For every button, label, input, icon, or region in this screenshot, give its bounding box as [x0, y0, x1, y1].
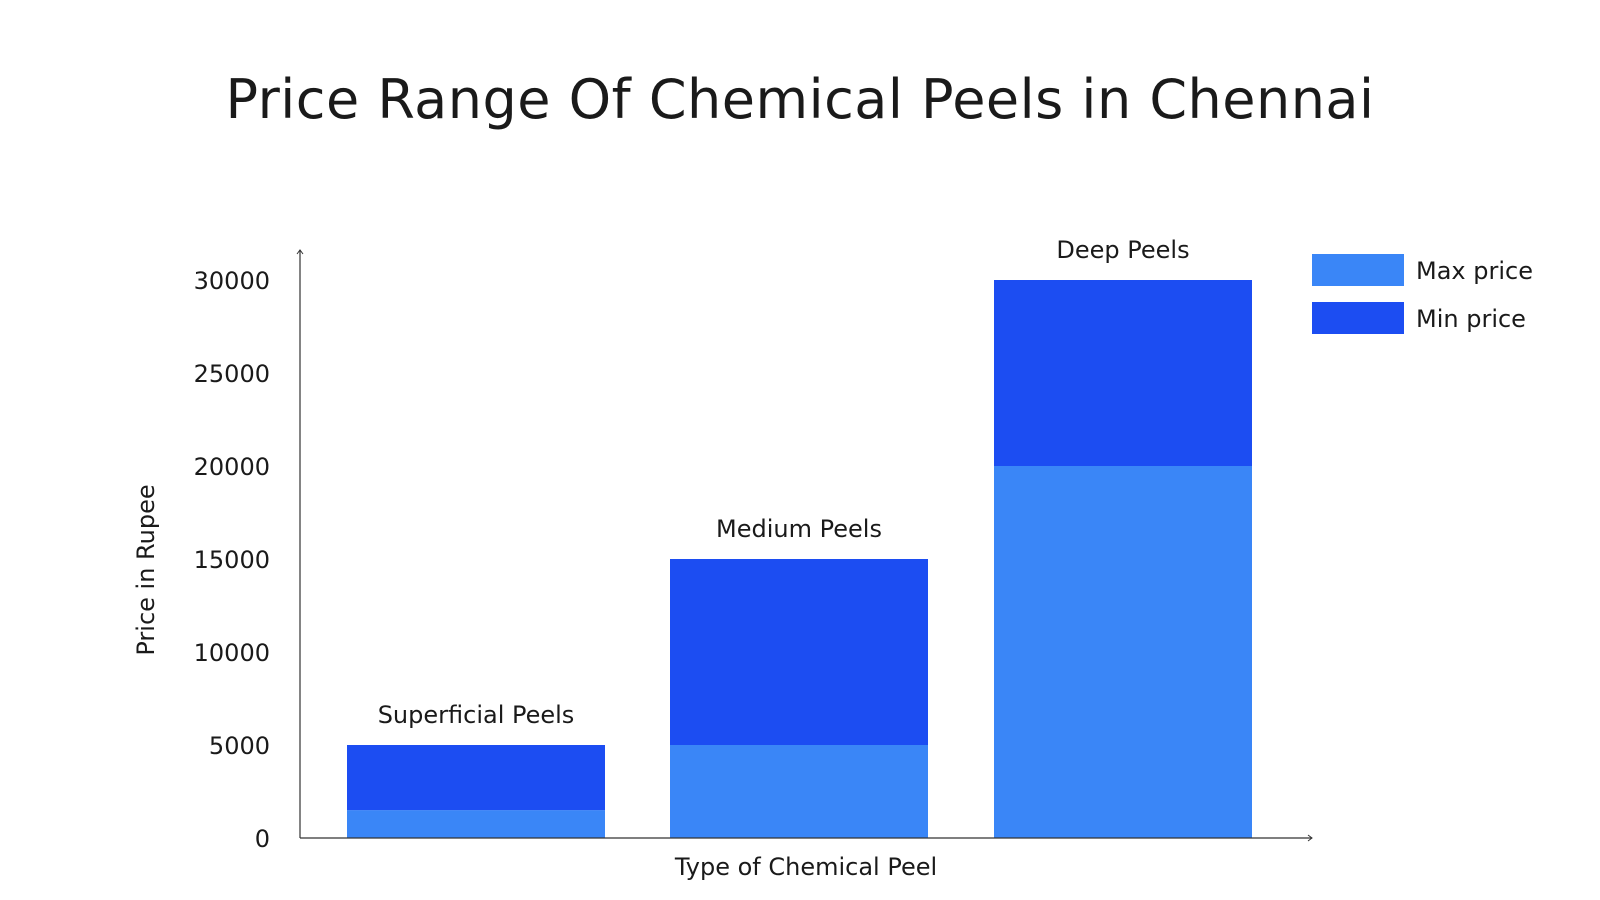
legend-swatch: [1312, 302, 1404, 334]
bar-category-label: Medium Peels: [716, 515, 882, 543]
bar-segment: [670, 745, 928, 838]
y-tick-label: 10000: [194, 639, 270, 667]
bar-segment: [994, 466, 1252, 838]
y-axis-arrow: [296, 249, 304, 255]
legend-swatch: [1312, 254, 1404, 286]
chart-title: Price Range Of Chemical Peels in Chennai: [225, 68, 1375, 131]
y-tick-label: 15000: [194, 546, 270, 574]
bar-segment: [670, 559, 928, 745]
x-axis-arrow: [1307, 834, 1313, 842]
bar-segment: [994, 280, 1252, 466]
legend-label: Min price: [1416, 305, 1526, 333]
y-tick-label: 25000: [194, 360, 270, 388]
legend-label: Max price: [1416, 257, 1533, 285]
y-tick-label: 5000: [209, 732, 270, 760]
y-tick-label: 0: [255, 825, 270, 853]
bar-category-label: Deep Peels: [1056, 236, 1189, 264]
y-tick-label: 20000: [194, 453, 270, 481]
y-tick-label: 30000: [194, 267, 270, 295]
x-axis-title: Type of Chemical Peel: [674, 853, 937, 881]
bar-category-label: Superficial Peels: [378, 701, 575, 729]
y-axis-title: Price in Rupee: [132, 484, 160, 655]
bar-segment: [347, 745, 605, 811]
legend: Max price Min price: [1312, 254, 1533, 334]
bar-segment: [347, 810, 605, 838]
